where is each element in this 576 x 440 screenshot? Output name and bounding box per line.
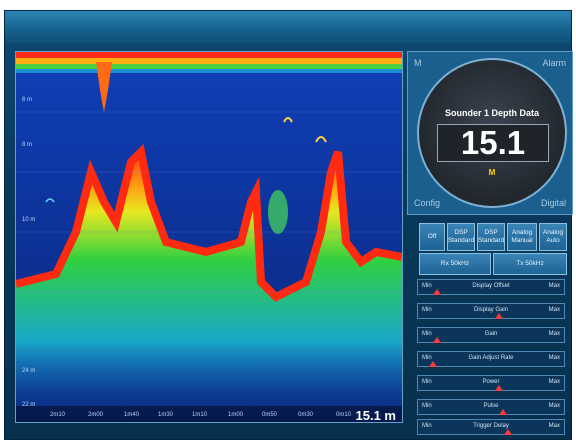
- time-label: 1m40: [124, 412, 140, 418]
- mode-corner-label[interactable]: M: [414, 58, 422, 68]
- slider-label: Display Offset: [472, 283, 510, 289]
- slider-max-label: Max: [548, 379, 560, 385]
- depth-label: 8 m: [22, 142, 33, 148]
- slider-min-label: Min: [422, 331, 432, 337]
- off-button[interactable]: Off: [419, 223, 445, 251]
- time-label: 1m30: [158, 412, 174, 418]
- slider-min-label: Min: [422, 379, 432, 385]
- slider-thumb[interactable]: [498, 409, 507, 415]
- analog-auto-button[interactable]: Analog Auto: [539, 223, 567, 251]
- slider-max-label: Max: [548, 307, 560, 313]
- control-panel: M Alarm Config Digital Sounder 1 Depth D…: [407, 51, 573, 435]
- dial-title: Sounder 1 Depth Data: [444, 108, 539, 118]
- time-label: 0m30: [298, 412, 314, 418]
- slider-max-label: Max: [548, 331, 560, 337]
- display-gain-slider[interactable]: Min Display Gain Max: [417, 303, 565, 319]
- analog-manual-button[interactable]: Analog Manual: [507, 223, 537, 251]
- tx-frequency-button[interactable]: Tx 50kHz: [493, 253, 567, 275]
- slider-min-label: Min: [422, 423, 432, 429]
- time-label: 1m00: [228, 412, 244, 418]
- slider-label: Gain Adjust Rate: [468, 355, 514, 361]
- time-axis-strip: [16, 406, 402, 422]
- echogram-image: [16, 52, 402, 422]
- slider-label: Display Gain: [473, 307, 508, 313]
- depth-dial: Sounder 1 Depth Data 15.1 M: [417, 58, 567, 208]
- slider-max-label: Max: [548, 283, 560, 289]
- depth-label: 22 m: [22, 402, 36, 408]
- config-corner-label[interactable]: Config: [414, 198, 441, 208]
- gain-slider[interactable]: Min Gain Max: [417, 327, 565, 343]
- depth-unit: M: [488, 168, 496, 177]
- time-label: 0m50: [262, 412, 278, 418]
- trigger-delay-slider[interactable]: Min Trigger Delay Max: [417, 419, 565, 435]
- slider-max-label: Max: [548, 423, 560, 429]
- slider-label: Power: [482, 379, 500, 385]
- title-bar: [5, 11, 571, 43]
- slider-thumb[interactable]: [432, 337, 441, 343]
- digital-corner-label[interactable]: Digital: [540, 198, 566, 208]
- dsp-standard-button[interactable]: DSP Standard: [447, 223, 475, 251]
- slider-thumb[interactable]: [432, 289, 441, 295]
- display-offset-slider[interactable]: Min Display Offset Max: [417, 279, 565, 295]
- rx-frequency-button[interactable]: Rx 50kHz: [419, 253, 491, 275]
- slider-thumb[interactable]: [494, 385, 503, 391]
- time-label: 2m00: [88, 412, 104, 418]
- slider-thumb[interactable]: [494, 313, 503, 319]
- slider-label: Gain: [484, 331, 498, 337]
- slider-min-label: Min: [422, 355, 432, 361]
- depth-value: 15.1: [437, 124, 549, 162]
- power-slider[interactable]: Min Power Max: [417, 375, 565, 391]
- gain-adjust-rate-slider[interactable]: Min Gain Adjust Rate Max: [417, 351, 565, 367]
- depth-label: 24 m: [22, 368, 36, 374]
- echogram-display: 6 m 8 m 10 m 24 m 22 m 2m10 2m00 1m40 1m…: [15, 51, 403, 423]
- slider-thumb[interactable]: [428, 361, 437, 367]
- slider-thumb[interactable]: [503, 429, 512, 435]
- app-window: 6 m 8 m 10 m 24 m 22 m 2m10 2m00 1m40 1m…: [4, 10, 573, 440]
- slider-max-label: Max: [548, 355, 560, 361]
- slider-max-label: Max: [548, 403, 560, 409]
- dsp-standard-alt-button[interactable]: DSP Standard: [477, 223, 505, 251]
- sounder-dial-box: M Alarm Config Digital Sounder 1 Depth D…: [407, 51, 573, 215]
- slider-label: Pulse: [483, 403, 499, 409]
- slider-min-label: Min: [422, 403, 432, 409]
- current-depth-readout: 15.1 m: [355, 408, 396, 423]
- pulse-slider[interactable]: Min Pulse Max: [417, 399, 565, 415]
- time-label: 2m10: [50, 412, 66, 418]
- depth-label: 6 m: [22, 97, 33, 103]
- slider-label: Trigger Delay: [473, 423, 509, 429]
- slider-min-label: Min: [422, 307, 432, 313]
- alarm-corner-label[interactable]: Alarm: [542, 58, 566, 68]
- time-label: 0m10: [336, 412, 352, 418]
- time-label: 1m10: [192, 412, 208, 418]
- depth-label: 10 m: [22, 217, 36, 223]
- slider-min-label: Min: [422, 283, 432, 289]
